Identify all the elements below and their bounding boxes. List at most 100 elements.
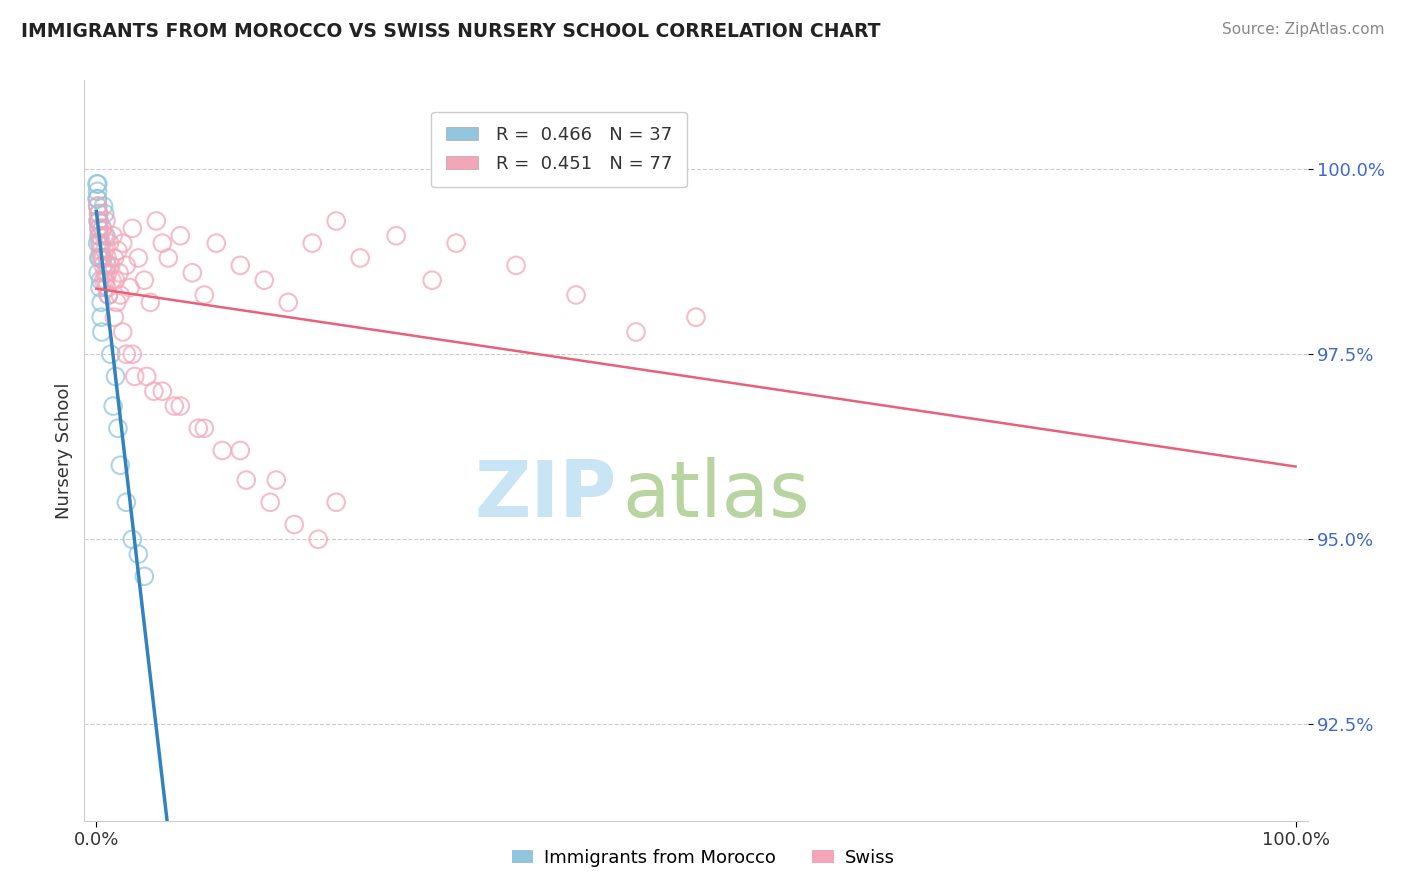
Point	[86, 192, 108, 206]
Point	[193, 288, 215, 302]
Point	[96, 251, 118, 265]
Point	[127, 251, 149, 265]
Point	[87, 206, 110, 220]
Point	[259, 495, 281, 509]
Point	[100, 347, 122, 361]
Point	[97, 288, 120, 302]
Point	[89, 251, 111, 265]
Text: ZIP: ZIP	[474, 457, 616, 533]
Point	[87, 266, 110, 280]
Point	[349, 251, 371, 265]
Point	[325, 214, 347, 228]
Point	[169, 228, 191, 243]
Legend: R =  0.466   N = 37, R =  0.451   N = 77: R = 0.466 N = 37, R = 0.451 N = 77	[432, 112, 688, 187]
Point	[264, 473, 287, 487]
Point	[685, 310, 707, 325]
Point	[301, 236, 323, 251]
Point	[121, 347, 143, 361]
Point	[420, 273, 443, 287]
Text: atlas: atlas	[623, 457, 810, 533]
Point	[118, 280, 141, 294]
Point	[94, 214, 117, 228]
Point	[187, 421, 209, 435]
Point	[505, 259, 527, 273]
Point	[96, 259, 118, 273]
Point	[93, 244, 117, 258]
Point	[444, 236, 467, 251]
Legend: Immigrants from Morocco, Swiss: Immigrants from Morocco, Swiss	[505, 842, 901, 874]
Point	[87, 206, 110, 220]
Point	[142, 384, 165, 399]
Point	[90, 251, 112, 265]
Point	[87, 214, 110, 228]
Point	[135, 369, 157, 384]
Point	[90, 244, 112, 258]
Point	[97, 266, 120, 280]
Point	[100, 259, 122, 273]
Point	[277, 295, 299, 310]
Point	[98, 236, 121, 251]
Point	[97, 288, 120, 302]
Y-axis label: Nursery School: Nursery School	[55, 382, 73, 519]
Point	[111, 236, 134, 251]
Point	[103, 310, 125, 325]
Point	[104, 369, 127, 384]
Point	[87, 214, 110, 228]
Point	[181, 266, 204, 280]
Point	[150, 236, 173, 251]
Point	[385, 228, 408, 243]
Point	[90, 310, 112, 325]
Point	[163, 399, 186, 413]
Point	[87, 199, 110, 213]
Point	[87, 228, 110, 243]
Point	[94, 228, 117, 243]
Point	[150, 384, 173, 399]
Point	[89, 221, 111, 235]
Point	[169, 399, 191, 413]
Point	[325, 495, 347, 509]
Point	[90, 295, 112, 310]
Point	[157, 251, 180, 265]
Point	[235, 473, 257, 487]
Point	[101, 399, 124, 413]
Point	[115, 495, 138, 509]
Point	[108, 266, 131, 280]
Point	[624, 325, 647, 339]
Point	[91, 221, 114, 235]
Point	[211, 443, 233, 458]
Point	[107, 244, 129, 258]
Point	[86, 177, 108, 191]
Point	[89, 214, 111, 228]
Point	[193, 421, 215, 435]
Point	[86, 199, 108, 213]
Point	[111, 325, 134, 339]
Point	[110, 458, 132, 473]
Point	[145, 214, 167, 228]
Point	[90, 236, 112, 251]
Point	[87, 177, 110, 191]
Point	[89, 280, 111, 294]
Point	[104, 273, 127, 287]
Point	[91, 221, 114, 235]
Point	[86, 236, 108, 251]
Point	[91, 259, 114, 273]
Point	[115, 347, 138, 361]
Point	[205, 236, 228, 251]
Point	[93, 228, 115, 243]
Point	[134, 273, 156, 287]
Point	[134, 569, 156, 583]
Point	[229, 443, 252, 458]
Point	[101, 273, 124, 287]
Point	[90, 325, 112, 339]
Point	[94, 266, 117, 280]
Point	[127, 547, 149, 561]
Point	[115, 259, 138, 273]
Point	[87, 251, 110, 265]
Point	[121, 221, 143, 235]
Point	[565, 288, 588, 302]
Point	[103, 251, 125, 265]
Point	[139, 295, 162, 310]
Point	[93, 206, 117, 220]
Point	[94, 273, 117, 287]
Point	[124, 369, 146, 384]
